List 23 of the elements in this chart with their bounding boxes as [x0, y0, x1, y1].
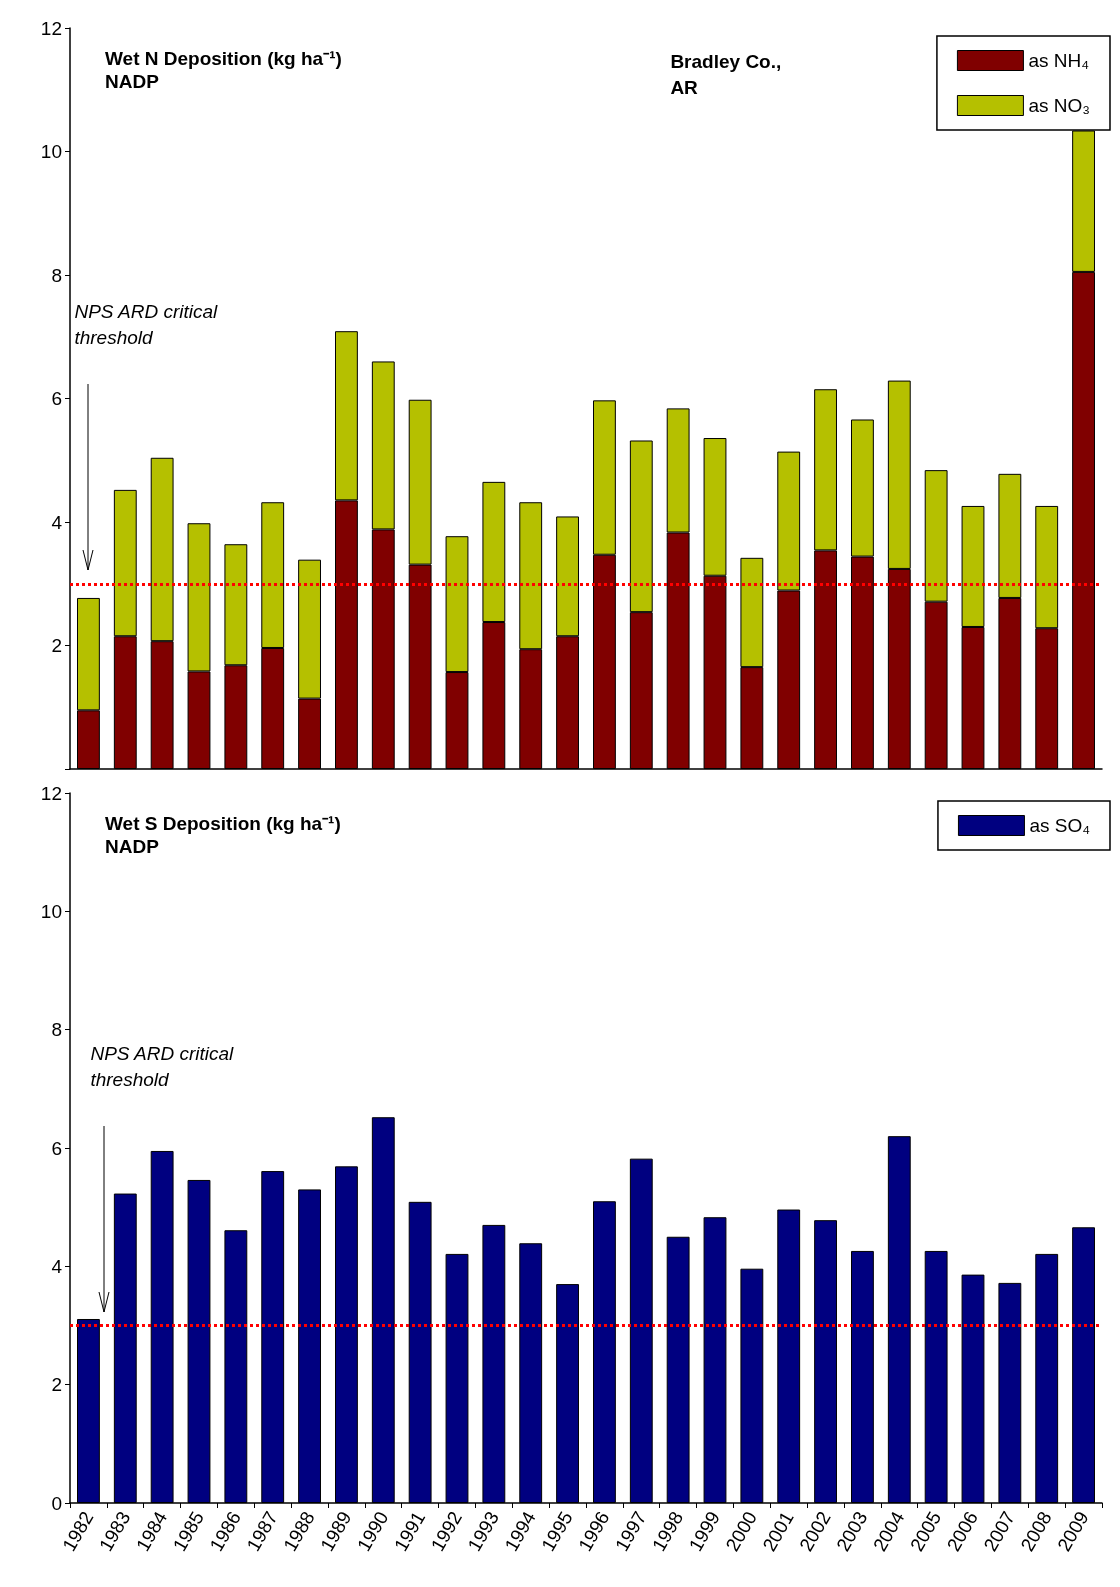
y-tick-label: 8 — [51, 1019, 62, 1041]
y-tick-label: 10 — [40, 900, 62, 922]
text: NADP — [105, 71, 160, 92]
text: Wet N Deposition (kg ha⁻¹) — [105, 48, 342, 69]
y-tick-label: 12 — [40, 782, 62, 804]
y-tick-label: 0 — [51, 1492, 62, 1514]
legend-label: as NH₄ — [1028, 50, 1090, 71]
y-tick-label: 10 — [40, 141, 62, 162]
y-tick-label: 8 — [51, 264, 62, 286]
y-tick-label: 4 — [51, 1255, 63, 1277]
y-tick-label: 12 — [40, 17, 62, 39]
y-tick-label: 6 — [51, 1137, 62, 1159]
annotation: NPS ARD critical threshold — [74, 301, 223, 349]
annotation: NPS ARD critical threshold — [90, 1043, 239, 1090]
y-tick-label: 6 — [51, 388, 62, 409]
text: NADP — [105, 836, 160, 857]
legend-label: as NO₃ — [1028, 95, 1091, 116]
y-tick-label: 2 — [51, 1374, 62, 1396]
annotation: Bradley Co., AR — [670, 50, 787, 98]
y-tick-label: 4 — [51, 511, 63, 533]
y-tick-label: 2 — [51, 635, 62, 656]
text: Wet S Deposition (kg ha⁻¹) — [105, 813, 341, 834]
legend-label: as SO₄ — [1029, 815, 1091, 836]
